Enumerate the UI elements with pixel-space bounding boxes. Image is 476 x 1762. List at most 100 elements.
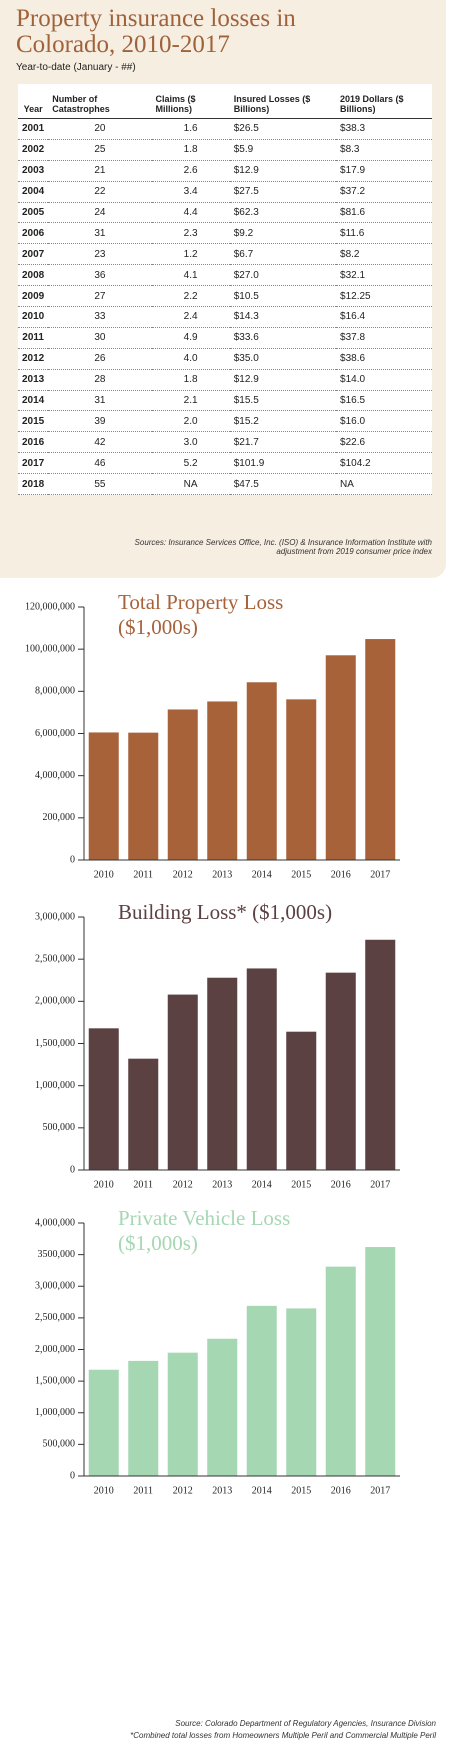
table-cell: 46 xyxy=(48,452,152,475)
table-cell: $8.2 xyxy=(336,243,432,266)
table-cell: $47.5 xyxy=(229,473,337,496)
y-tick-label: 2,500,000 xyxy=(35,1312,75,1323)
table-row: 2014 31 2.1 $15.5 $16.5 xyxy=(18,390,432,412)
table-cell: $15.5 xyxy=(229,390,337,412)
table-cell: 22 xyxy=(48,181,152,203)
table-cell: 3.4 xyxy=(151,181,230,203)
table-cell: $38.3 xyxy=(336,118,432,140)
table-row: 2009 27 2.2 $10.5 $12.25 xyxy=(18,285,432,308)
table-cell: 2.4 xyxy=(151,306,230,328)
table-cell: 2006 xyxy=(18,222,49,245)
table-cell: 27 xyxy=(48,285,152,308)
table-cell: 4.0 xyxy=(151,348,230,370)
table-cell: 2014 xyxy=(18,390,49,412)
table-cell: 2003 xyxy=(18,160,49,182)
bar xyxy=(246,1305,277,1476)
footer: Source: Colorado Department of Regulator… xyxy=(130,1718,436,1742)
bar xyxy=(128,1360,159,1476)
y-tick-label: 500,000 xyxy=(43,1439,76,1450)
table-cell: 2015 xyxy=(18,410,49,433)
y-tick-label: 1,000,000 xyxy=(35,1407,75,1418)
chart-title: Building Loss* ($1,000s) xyxy=(118,900,333,924)
data-table: Year Number of Catastrophes Claims ($ Mill… xyxy=(18,84,432,496)
bar xyxy=(246,682,277,860)
chart-svg: 0 500,000 1,000,000 1,500,000 2,000,000 2,500… xyxy=(35,1217,400,1496)
table-cell: $6.7 xyxy=(229,243,337,266)
bar xyxy=(207,1338,238,1476)
y-tick-label: 120,000,000 xyxy=(25,601,75,612)
x-tick-label: 2016 xyxy=(331,1179,351,1190)
x-tick-label: 2010 xyxy=(94,1485,114,1496)
table-cell: $16.5 xyxy=(336,390,432,412)
table-cell: $104.2 xyxy=(336,452,432,475)
table-cell: 2009 xyxy=(18,285,49,308)
table-cell: 2011 xyxy=(18,327,49,349)
table-cell: $12.9 xyxy=(229,369,337,391)
bar xyxy=(88,1028,119,1170)
table-row: 2011 30 4.9 $33.6 $37.8 xyxy=(18,327,432,349)
table-cell: 31 xyxy=(48,390,152,412)
table-cell: $35.0 xyxy=(229,348,337,370)
x-tick-label: 2017 xyxy=(370,1179,390,1190)
table-cell: $62.3 xyxy=(229,202,337,224)
table-cell: 2004 xyxy=(18,181,49,203)
bar xyxy=(286,699,317,860)
y-tick-label: 0 xyxy=(70,1470,75,1481)
table-cell: $14.3 xyxy=(229,306,337,328)
y-tick-label: 1,500,000 xyxy=(35,1375,75,1386)
table-cell: 36 xyxy=(48,264,152,287)
x-tick-label: 2016 xyxy=(331,1485,351,1496)
table-cell: 2.2 xyxy=(151,285,230,308)
footer-note: *Combined total losses from Homeowners M… xyxy=(130,1731,436,1740)
bar xyxy=(167,994,198,1170)
table-cell: 24 xyxy=(48,202,152,224)
x-tick-label: 2014 xyxy=(252,1485,272,1496)
y-tick-label: 4,000,000 xyxy=(35,1217,75,1228)
bar xyxy=(128,1058,159,1170)
x-tick-label: 2013 xyxy=(212,1485,232,1496)
table-cell: 2.1 xyxy=(151,390,230,412)
bar xyxy=(207,977,238,1170)
column-header: Year xyxy=(18,84,49,119)
table-cell: $17.9 xyxy=(336,160,432,182)
table-cell: $16.4 xyxy=(336,306,432,328)
bar xyxy=(325,655,356,860)
table-cell: $9.2 xyxy=(229,222,337,245)
y-tick-label: 0 xyxy=(70,1164,75,1175)
table-cell: $22.6 xyxy=(336,431,432,454)
y-tick-label: 2,500,000 xyxy=(35,953,75,964)
table-row: 2008 36 4.1 $27.0 $32.1 xyxy=(18,264,432,287)
table-cell: 4.9 xyxy=(151,327,230,349)
x-tick-label: 2015 xyxy=(291,869,311,880)
x-tick-label: 2011 xyxy=(133,869,153,880)
table-cell: 5.2 xyxy=(151,452,230,475)
table-cell: 2013 xyxy=(18,369,49,391)
table-row: 2006 31 2.3 $9.2 $11.6 xyxy=(18,222,432,245)
bar xyxy=(365,1247,396,1476)
table-cell: 4.4 xyxy=(151,202,230,224)
table-row: 2001 20 1.6 $26.5 $38.3 xyxy=(18,118,432,140)
table-cell: $10.5 xyxy=(229,285,337,308)
table-cell: 28 xyxy=(48,369,152,391)
table-source: Sources: Insurance Services Office, Inc.… xyxy=(134,538,432,556)
table-cell: 4.1 xyxy=(151,264,230,287)
table-cell: 2005 xyxy=(18,202,49,224)
y-tick-label: 6,000,000 xyxy=(35,728,75,739)
bar xyxy=(325,1266,356,1476)
table-row: 2002 25 1.8 $5.9 $8.3 xyxy=(18,139,432,161)
table-row: 2010 33 2.4 $14.3 $16.4 xyxy=(18,306,432,328)
y-tick-label: 3500,000 xyxy=(38,1249,76,1260)
table-cell: 2008 xyxy=(18,264,49,287)
bar xyxy=(88,1369,119,1476)
table-cell: $33.6 xyxy=(229,327,337,349)
x-tick-label: 2014 xyxy=(252,869,272,880)
x-tick-label: 2015 xyxy=(291,1485,311,1496)
table-row: 2013 28 1.8 $12.9 $14.0 xyxy=(18,369,432,391)
table-cell: $5.9 xyxy=(229,139,337,161)
x-tick-label: 2017 xyxy=(370,1485,390,1496)
table-cell: 26 xyxy=(48,348,152,370)
chart: 0 500,000 1,000,000 1,500,000 2,000,000 2,500… xyxy=(0,1206,446,1506)
x-tick-label: 2012 xyxy=(173,1485,193,1496)
header-row: Year Number of Catastrophes Claims ($ Mill… xyxy=(18,84,432,119)
column-header: Number of Catastrophes xyxy=(48,84,152,119)
